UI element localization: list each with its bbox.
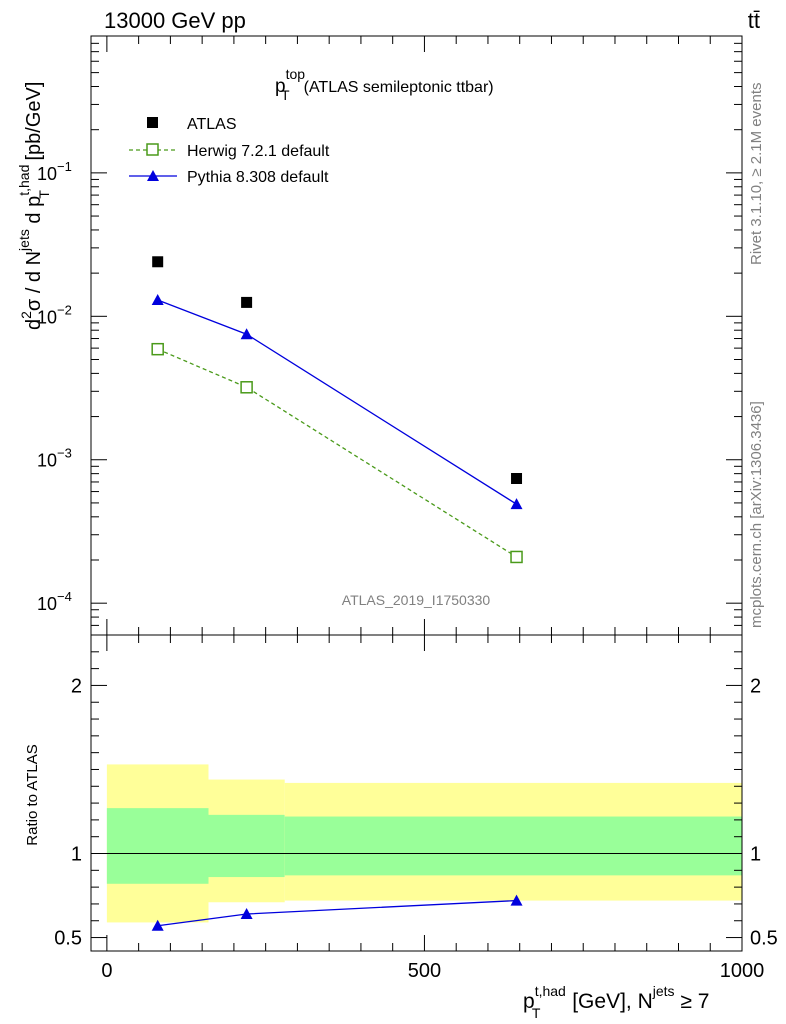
- data-point-herwig: [510, 550, 523, 564]
- analysis-id: ATLAS_2019_I1750330: [342, 592, 491, 608]
- ratio-series-lines: [157, 899, 517, 927]
- ylabel-thad: t,had: [16, 165, 32, 196]
- uncertainty-band-inner: [284, 816, 742, 876]
- data-point-pythia: [510, 498, 523, 510]
- ylabel-T: T: [36, 190, 52, 199]
- main-y-tick-labels: 10−410−310−210−1: [37, 159, 72, 614]
- main-ticks: [91, 35, 743, 636]
- x-tick-labels: 0 500 1000: [101, 960, 764, 982]
- data-point-herwig: [151, 342, 164, 356]
- ratio-frame: [90, 634, 743, 952]
- ratio-series-markers: [151, 894, 523, 931]
- title-sub: T: [281, 87, 290, 103]
- chart-title: ptop T (ATLAS semileptonic ttbar): [275, 66, 494, 103]
- y-tick-base: 10: [37, 451, 57, 471]
- ylabel-sigma: σ / d N: [23, 251, 45, 311]
- ratio-y-axis-label: Ratio to ATLAS: [24, 744, 41, 845]
- rivet-label: Rivet 3.1.10, ≥ 2.1M events: [748, 83, 765, 266]
- legend-label-herwig: Herwig 7.2.1 default: [187, 143, 330, 160]
- title-rest: (ATLAS semileptonic ttbar): [304, 79, 494, 96]
- uncertainty-band-inner: [208, 814, 285, 878]
- ratio-data-point: [151, 919, 164, 931]
- main-y-tick-label: 10−4: [37, 589, 72, 614]
- title-sup: top: [286, 66, 306, 82]
- legend: ATLAS Herwig 7.2.1 default Pythia 8.308 …: [129, 116, 330, 186]
- x-tick-label: 500: [408, 960, 441, 982]
- ratio-series-line: [157, 899, 517, 927]
- ratio-panel: 0.5 0.5 1 1 2 2 0 500 1000 Ratio to ATLAS pt,ha…: [24, 634, 778, 1021]
- main-y-tick-label: 10−3: [37, 446, 72, 471]
- main-y-axis-label: d2σ / d Njets d pt,had T [pb/GeV]: [16, 82, 52, 330]
- xlabel-gev: [GeV], N: [566, 990, 652, 1013]
- ylabel-dp: d p: [23, 196, 45, 229]
- xlabel-thad: t,had: [535, 983, 566, 999]
- site-label: mcplots.cern.ch [arXiv:1306.3436]: [748, 401, 765, 628]
- ratio-bands: [106, 764, 742, 923]
- main-series-markers: [151, 256, 523, 564]
- legend-label-pythia: Pythia 8.308 default: [187, 169, 329, 186]
- ratio-y-tick-label-left: 1: [71, 844, 82, 866]
- data-point-herwig: [240, 381, 253, 394]
- ratio-data-point: [240, 908, 253, 920]
- series-line-2: [157, 299, 517, 505]
- ratio-y-tick-label-right: 0.5: [750, 928, 778, 950]
- y-tick-exponent: −2: [57, 302, 72, 317]
- ratio-y-tick-label-right: 2: [750, 675, 761, 697]
- data-point-pythia: [151, 293, 164, 305]
- y-tick-exponent: −1: [57, 159, 72, 174]
- data-point-atlas: [241, 296, 253, 308]
- x-tick-label: 0: [101, 960, 112, 982]
- xlabel-p: p: [523, 990, 535, 1013]
- legend-marker-atlas: [147, 117, 158, 128]
- ylabel-jets: jets: [16, 229, 32, 252]
- main-series-lines: [157, 299, 517, 558]
- data-point-pythia: [240, 328, 253, 340]
- y-tick-exponent: −4: [57, 589, 72, 604]
- series-line-1: [157, 348, 517, 558]
- x-axis-label: pt,had T [GeV], Njets ≥ 7: [523, 983, 709, 1021]
- xlabel-cut: ≥ 7: [675, 990, 710, 1013]
- uncertainty-band-inner: [106, 808, 209, 884]
- ratio-data-point: [510, 894, 523, 906]
- x-tick-label: 1000: [720, 960, 765, 982]
- ratio-ticks: [91, 635, 743, 951]
- ylabel-d: d: [23, 319, 45, 330]
- process-label: tt̄: [748, 8, 760, 33]
- energy-label: 13000 GeV pp: [104, 8, 246, 33]
- y-tick-base: 10: [37, 164, 57, 184]
- ratio-y-tick-label-right: 1: [750, 844, 761, 866]
- xlabel-jets: jets: [652, 983, 675, 999]
- y-tick-exponent: −3: [57, 446, 72, 461]
- legend-marker-pythia: [147, 170, 159, 181]
- ylabel-exp: 2: [18, 311, 34, 319]
- main-panel: 10−410−310−210−1 ptop T (ATLAS semileptoni…: [16, 35, 743, 636]
- ylabel-unit: [pb/GeV]: [23, 82, 45, 167]
- main-y-tick-label: 10−1: [37, 159, 72, 184]
- ratio-y-tick-labels: 0.5 0.5 1 1 2 2: [54, 675, 778, 949]
- y-tick-base: 10: [37, 594, 57, 614]
- data-point-atlas: [152, 256, 164, 268]
- legend-label-atlas: ATLAS: [187, 116, 237, 133]
- title-main: p: [275, 76, 286, 97]
- legend-marker-herwig: [146, 143, 159, 156]
- main-y-tick-label: 10−2: [37, 302, 72, 327]
- y-tick-base: 10: [37, 307, 57, 327]
- data-point-atlas: [511, 473, 523, 485]
- xlabel-T: T: [532, 1005, 541, 1021]
- ratio-y-tick-label-left: 0.5: [54, 928, 82, 950]
- ratio-y-tick-label-left: 2: [71, 675, 82, 697]
